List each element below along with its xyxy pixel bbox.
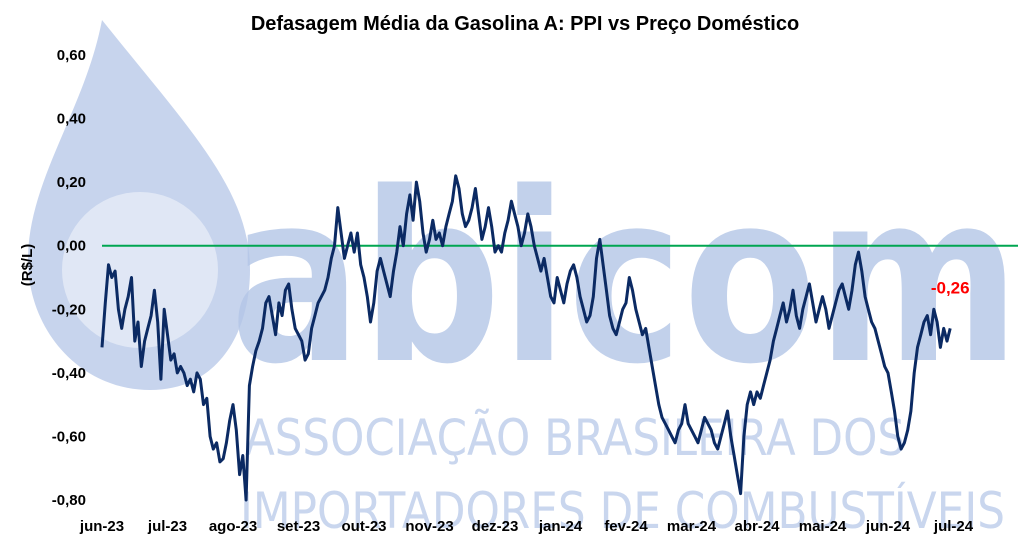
watermark-line-2: IMPORTADORES DE COMBUSTÍVEIS: [240, 481, 1005, 540]
drop-logo-icon: [28, 20, 250, 390]
x-tick-label: jul-23: [147, 518, 187, 535]
y-tick-label: -0,20: [52, 301, 86, 318]
watermark: abicom ASSOCIAÇÃO BRASILEIRA DOS IMPORTA…: [28, 20, 1020, 540]
y-tick-label: 0,00: [57, 238, 86, 255]
x-tick-label: nov-23: [405, 518, 453, 535]
x-tick-label: jan-24: [538, 518, 583, 535]
x-tick-label: set-23: [277, 518, 320, 535]
x-tick-label: jun-24: [865, 518, 911, 535]
x-tick-label: out-23: [342, 518, 387, 535]
y-tick-label: 0,40: [57, 111, 86, 128]
x-tick-label: jun-23: [79, 518, 124, 535]
x-axis-ticks: jun-23 jul-23 ago-23 set-23 out-23 nov-23 dez-…: [79, 518, 974, 535]
y-axis-ticks: 0,60 0,40 0,20 0,00 -0,20 -0,40 -0,60 -0,80: [52, 47, 86, 509]
y-axis-label: (R$/L): [19, 244, 36, 287]
y-tick-label: -0,60: [52, 428, 86, 445]
chart-title: Defasagem Média da Gasolina A: PPI vs Pr…: [251, 13, 799, 35]
watermark-line-1: ASSOCIAÇÃO BRASILEIRA DOS: [245, 409, 905, 467]
y-tick-label: -0,80: [52, 492, 86, 509]
y-tick-label: 0,60: [57, 47, 86, 64]
x-tick-label: fev-24: [604, 518, 648, 535]
x-tick-label: ago-23: [209, 518, 257, 535]
series-line: [100, 174, 952, 502]
x-tick-label: jul-24: [933, 518, 974, 535]
watermark-logo-text: abicom: [230, 143, 1020, 416]
y-tick-label: 0,20: [57, 174, 86, 191]
x-tick-label: abr-24: [734, 518, 780, 535]
x-tick-label: dez-23: [472, 518, 519, 535]
y-tick-label: -0,40: [52, 365, 86, 382]
x-tick-label: mai-24: [799, 518, 847, 535]
last-value-label: -0,26: [931, 278, 970, 297]
globe-icon: [62, 192, 218, 348]
x-tick-label: mar-24: [667, 518, 717, 535]
